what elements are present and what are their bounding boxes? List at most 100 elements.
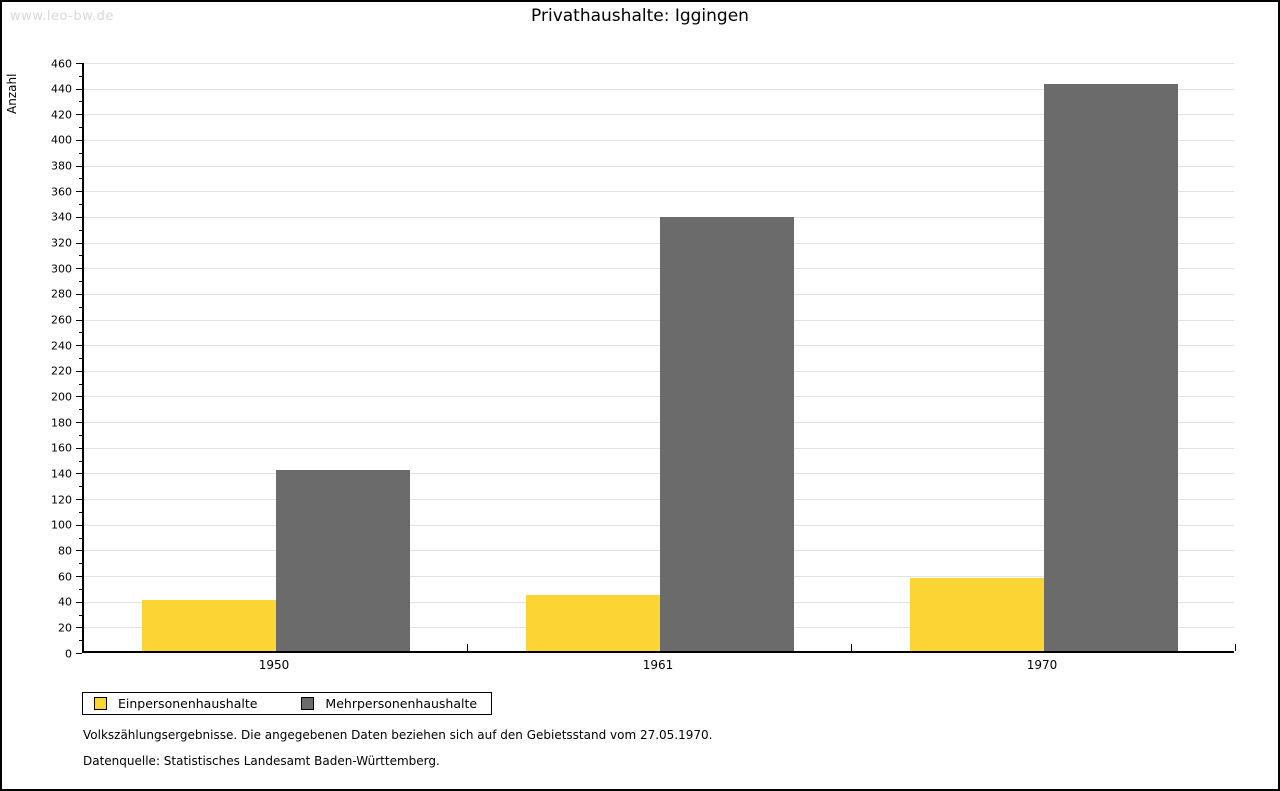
y-major-tick-140	[76, 473, 82, 475]
gridline-360	[84, 191, 1234, 193]
y-minor-tick-430	[79, 101, 82, 103]
y-tick-label-20: 20	[58, 621, 72, 635]
y-minor-tick-170	[79, 434, 82, 436]
y-tick-label-80: 80	[58, 544, 72, 558]
y-minor-tick-70	[79, 563, 82, 565]
bar-einpersonenhaushalte-1961	[526, 594, 660, 651]
gridline-440	[84, 88, 1234, 90]
gridline-460	[84, 63, 1234, 64]
y-minor-tick-290	[79, 281, 82, 283]
y-minor-tick-150	[79, 460, 82, 462]
gridline-60	[84, 576, 1234, 578]
y-major-tick-60	[76, 576, 82, 578]
y-major-tick-200	[76, 396, 82, 398]
gridline-280	[84, 293, 1234, 295]
bar-mehrpersonenhaushalte-1970	[1044, 84, 1178, 651]
gridline-120	[84, 499, 1234, 501]
y-major-tick-100	[76, 524, 82, 526]
y-major-tick-220	[76, 370, 82, 372]
y-minor-tick-50	[79, 588, 82, 590]
y-minor-tick-30	[79, 614, 82, 616]
x-tick-label-1950: 1950	[258, 658, 290, 672]
footer-source: Datenquelle: Statistisches Landesamt Bad…	[83, 754, 440, 768]
legend-label: Mehrpersonenhaushalte	[325, 696, 478, 711]
y-tick-label-140: 140	[51, 467, 72, 481]
y-minor-tick-90	[79, 537, 82, 539]
y-tick-label-440: 440	[51, 82, 72, 96]
y-minor-tick-390	[79, 152, 82, 154]
y-major-tick-420	[76, 114, 82, 116]
gridline-340	[84, 216, 1234, 218]
y-major-tick-160	[76, 447, 82, 449]
y-minor-tick-330	[79, 229, 82, 231]
y-major-tick-20	[76, 627, 82, 629]
y-minor-tick-370	[79, 178, 82, 180]
y-major-tick-360	[76, 191, 82, 193]
plot-area	[82, 63, 1236, 653]
y-axis-ticks: 0 20 40 60 80 100 120 140 160 180 200 220 240 260 280 3…	[2, 57, 82, 660]
legend-item-mehrpersonenhaushalte: Mehrpersonenhaushalte	[301, 696, 477, 711]
y-major-tick-440	[76, 88, 82, 90]
y-major-tick-240	[76, 345, 82, 347]
gridline-260	[84, 319, 1234, 321]
y-minor-tick-190	[79, 409, 82, 411]
y-minor-tick-350	[79, 204, 82, 206]
gridline-180	[84, 422, 1234, 424]
y-major-tick-80	[76, 550, 82, 552]
y-tick-label-60: 60	[58, 570, 72, 584]
y-major-tick-260	[76, 319, 82, 321]
y-tick-label-40: 40	[58, 595, 72, 609]
y-minor-tick-110	[79, 511, 82, 513]
y-minor-tick-270	[79, 306, 82, 308]
y-tick-label-120: 120	[51, 493, 72, 507]
y-tick-label-220: 220	[51, 364, 72, 378]
x-axis-labels: 1950 1961 1970	[82, 658, 1234, 674]
bar-mehrpersonenhaushalte-1950	[276, 470, 410, 651]
gridline-220	[84, 370, 1234, 372]
x-tick-label-1961: 1961	[642, 658, 674, 672]
y-tick-label-320: 320	[51, 236, 72, 250]
y-tick-label-400: 400	[51, 133, 72, 147]
legend-label: Einpersonenhaushalte	[118, 696, 258, 711]
y-major-tick-40	[76, 601, 82, 603]
y-major-tick-320	[76, 242, 82, 244]
gridline-400	[84, 139, 1234, 141]
watermark: www.leo-bw.de	[10, 9, 114, 24]
gridline-140	[84, 473, 1234, 475]
y-tick-label-0: 0	[65, 647, 72, 660]
y-minor-tick-130	[79, 486, 82, 488]
y-major-tick-400	[76, 139, 82, 141]
gridline-420	[84, 114, 1234, 116]
y-tick-label-260: 260	[51, 313, 72, 327]
y-minor-tick-250	[79, 332, 82, 334]
legend-item-einpersonenhaushalte: Einpersonenhaushalte	[94, 696, 257, 711]
y-tick-label-360: 360	[51, 185, 72, 199]
y-tick-label-280: 280	[51, 287, 72, 301]
gridline-100	[84, 524, 1234, 526]
x-axis-tick-2	[851, 644, 852, 651]
y-tick-label-420: 420	[51, 108, 72, 122]
y-major-tick-120	[76, 499, 82, 501]
x-axis-tick-1	[467, 644, 468, 651]
y-minor-tick-230	[79, 358, 82, 359]
y-minor-tick-450	[79, 75, 82, 77]
legend-swatch-icon	[301, 697, 315, 710]
gridline-380	[84, 165, 1234, 167]
y-tick-label-340: 340	[51, 210, 72, 224]
y-tick-label-380: 380	[51, 159, 72, 173]
y-major-tick-380	[76, 165, 82, 167]
y-major-tick-180	[76, 422, 82, 424]
y-tick-label-200: 200	[51, 390, 72, 404]
y-major-tick-340	[76, 216, 82, 218]
y-major-tick-300	[76, 268, 82, 270]
y-minor-tick-310	[79, 255, 82, 257]
gridline-80	[84, 550, 1234, 552]
y-tick-label-160: 160	[51, 441, 72, 455]
x-tick-label-1970: 1970	[1026, 658, 1058, 672]
gridline-160	[84, 447, 1234, 449]
bar-einpersonenhaushalte-1950	[142, 599, 276, 651]
bar-mehrpersonenhaushalte-1961	[660, 217, 794, 651]
footer-note: Volkszählungsergebnisse. Die angegebenen…	[83, 728, 713, 742]
gridline-200	[84, 396, 1234, 398]
